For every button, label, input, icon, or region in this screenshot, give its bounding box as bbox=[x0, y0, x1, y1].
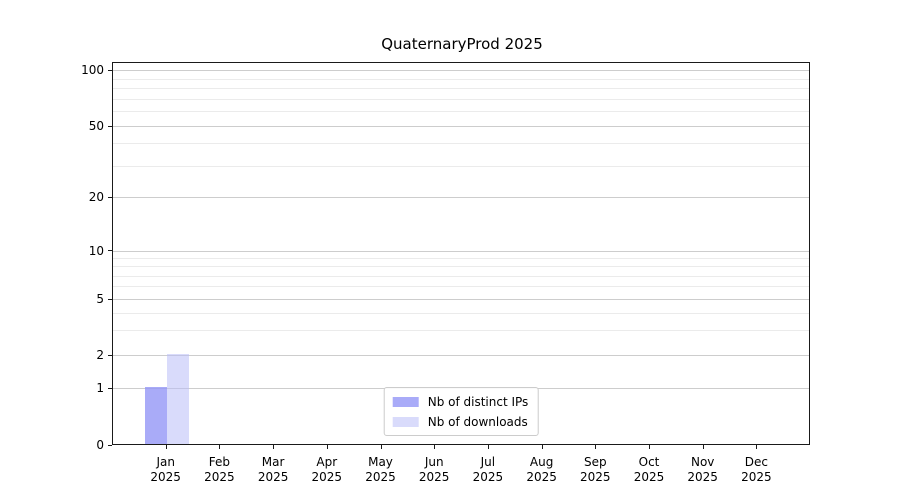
x-tick-mark-apr bbox=[326, 445, 328, 449]
x-tick-year: 2025 bbox=[311, 470, 343, 484]
gridline-major-20 bbox=[113, 197, 809, 198]
x-tick-month: Mar bbox=[261, 455, 285, 469]
gridline-major-50 bbox=[113, 126, 809, 127]
bar-nb-of-distinct-ips-jan bbox=[144, 387, 167, 444]
plot-area: Nb of distinct IPs Nb of downloads bbox=[112, 62, 810, 445]
y-tick-mark-20 bbox=[108, 196, 112, 198]
gridline-minor-60 bbox=[113, 111, 809, 113]
x-tick-month: Apr bbox=[316, 455, 338, 469]
y-tick-mark-0 bbox=[108, 444, 112, 446]
gridline-minor-90 bbox=[113, 78, 809, 80]
x-tick-year: 2025 bbox=[365, 470, 396, 484]
legend-swatch-1 bbox=[392, 416, 419, 427]
x-tick-mark-jan bbox=[165, 445, 167, 449]
x-tick-label-jan: Jan 2025 bbox=[138, 455, 194, 485]
gridline-minor-4 bbox=[113, 312, 809, 314]
x-tick-label-aug: Aug 2025 bbox=[514, 455, 570, 485]
gridline-minor-70 bbox=[113, 98, 809, 100]
x-tick-month: Sep bbox=[583, 455, 607, 469]
x-tick-month: Jul bbox=[480, 455, 496, 469]
x-tick-year: 2025 bbox=[150, 470, 181, 484]
x-tick-mark-sep bbox=[595, 445, 597, 449]
x-tick-label-jul: Jul 2025 bbox=[460, 455, 516, 485]
gridline-minor-80 bbox=[113, 88, 809, 89]
x-tick-month: Aug bbox=[529, 455, 554, 469]
legend-swatch-0 bbox=[392, 396, 419, 407]
x-tick-month: Oct bbox=[638, 455, 660, 469]
x-tick-month: Jan bbox=[156, 455, 175, 469]
x-tick-label-nov: Nov 2025 bbox=[675, 455, 731, 485]
chart-legend: Nb of distinct IPs Nb of downloads bbox=[383, 387, 539, 436]
x-tick-label-mar: Mar 2025 bbox=[245, 455, 301, 485]
x-tick-year: 2025 bbox=[418, 470, 450, 484]
x-tick-month: Jun bbox=[424, 455, 444, 469]
x-tick-year: 2025 bbox=[633, 470, 665, 484]
x-tick-mark-jun bbox=[434, 445, 436, 449]
x-tick-mark-nov bbox=[702, 445, 704, 449]
bar-nb-of-downloads-jan bbox=[166, 354, 189, 444]
x-tick-year: 2025 bbox=[741, 470, 772, 484]
x-tick-mark-feb bbox=[219, 445, 221, 449]
gridline-minor-8 bbox=[113, 266, 809, 268]
gridline-major-5 bbox=[113, 299, 809, 300]
gridline-minor-3 bbox=[113, 330, 809, 332]
y-tick-mark-10 bbox=[108, 250, 112, 251]
x-tick-label-apr: Apr 2025 bbox=[299, 455, 355, 485]
x-tick-label-may: May 2025 bbox=[353, 455, 409, 485]
x-tick-year: 2025 bbox=[472, 470, 504, 484]
x-tick-month: May bbox=[368, 455, 393, 469]
y-tick-label-10: 10 bbox=[88, 243, 104, 258]
y-tick-label-5: 5 bbox=[96, 292, 104, 306]
y-tick-mark-2 bbox=[108, 354, 112, 356]
x-tick-month: Dec bbox=[744, 455, 768, 469]
y-tick-mark-100 bbox=[108, 69, 112, 71]
gridline-major-10 bbox=[113, 250, 809, 252]
x-tick-year: 2025 bbox=[257, 470, 289, 484]
y-tick-label-100: 100 bbox=[81, 63, 104, 77]
x-tick-label-sep: Sep 2025 bbox=[567, 455, 623, 485]
gridline-minor-9 bbox=[113, 257, 809, 259]
x-tick-mark-jul bbox=[487, 445, 489, 449]
y-tick-mark-5 bbox=[108, 298, 112, 300]
legend-label-1: Nb of downloads bbox=[427, 414, 528, 429]
y-tick-label-20: 20 bbox=[88, 190, 104, 204]
x-tick-label-jun: Jun 2025 bbox=[406, 455, 462, 485]
legend-entry-0: Nb of distinct IPs bbox=[392, 393, 529, 410]
x-tick-mark-aug bbox=[541, 445, 543, 449]
x-tick-year: 2025 bbox=[526, 470, 557, 484]
x-tick-label-feb: Feb 2025 bbox=[191, 455, 247, 485]
y-tick-label-50: 50 bbox=[88, 119, 104, 133]
y-tick-label-2: 2 bbox=[96, 348, 104, 362]
y-tick-label-0: 0 bbox=[96, 438, 104, 452]
y-tick-mark-50 bbox=[108, 125, 112, 127]
x-tick-mark-dec bbox=[756, 445, 758, 449]
x-tick-year: 2025 bbox=[204, 470, 235, 484]
gridline-minor-6 bbox=[113, 286, 809, 288]
x-tick-mark-may bbox=[380, 445, 382, 449]
x-tick-mark-oct bbox=[649, 445, 650, 449]
gridline-minor-30 bbox=[113, 165, 809, 167]
gridline-major-100 bbox=[113, 70, 809, 71]
x-tick-month: Feb bbox=[208, 455, 231, 469]
chart-title: QuaternaryProd 2025 bbox=[381, 35, 543, 53]
x-tick-year: 2025 bbox=[580, 470, 611, 484]
gridline-major-2 bbox=[113, 355, 809, 356]
gridline-minor-7 bbox=[113, 275, 809, 277]
x-tick-label-oct: Oct 2025 bbox=[621, 455, 677, 485]
x-tick-year: 2025 bbox=[687, 470, 718, 484]
x-tick-month: Nov bbox=[690, 455, 715, 469]
legend-label-0: Nb of distinct IPs bbox=[427, 394, 529, 409]
x-tick-mark-mar bbox=[273, 445, 275, 449]
legend-entry-1: Nb of downloads bbox=[392, 413, 529, 430]
gridline-minor-40 bbox=[113, 143, 809, 145]
x-tick-label-dec: Dec 2025 bbox=[728, 455, 784, 485]
y-tick-mark-1 bbox=[108, 387, 112, 389]
y-tick-label-1: 1 bbox=[96, 381, 104, 395]
